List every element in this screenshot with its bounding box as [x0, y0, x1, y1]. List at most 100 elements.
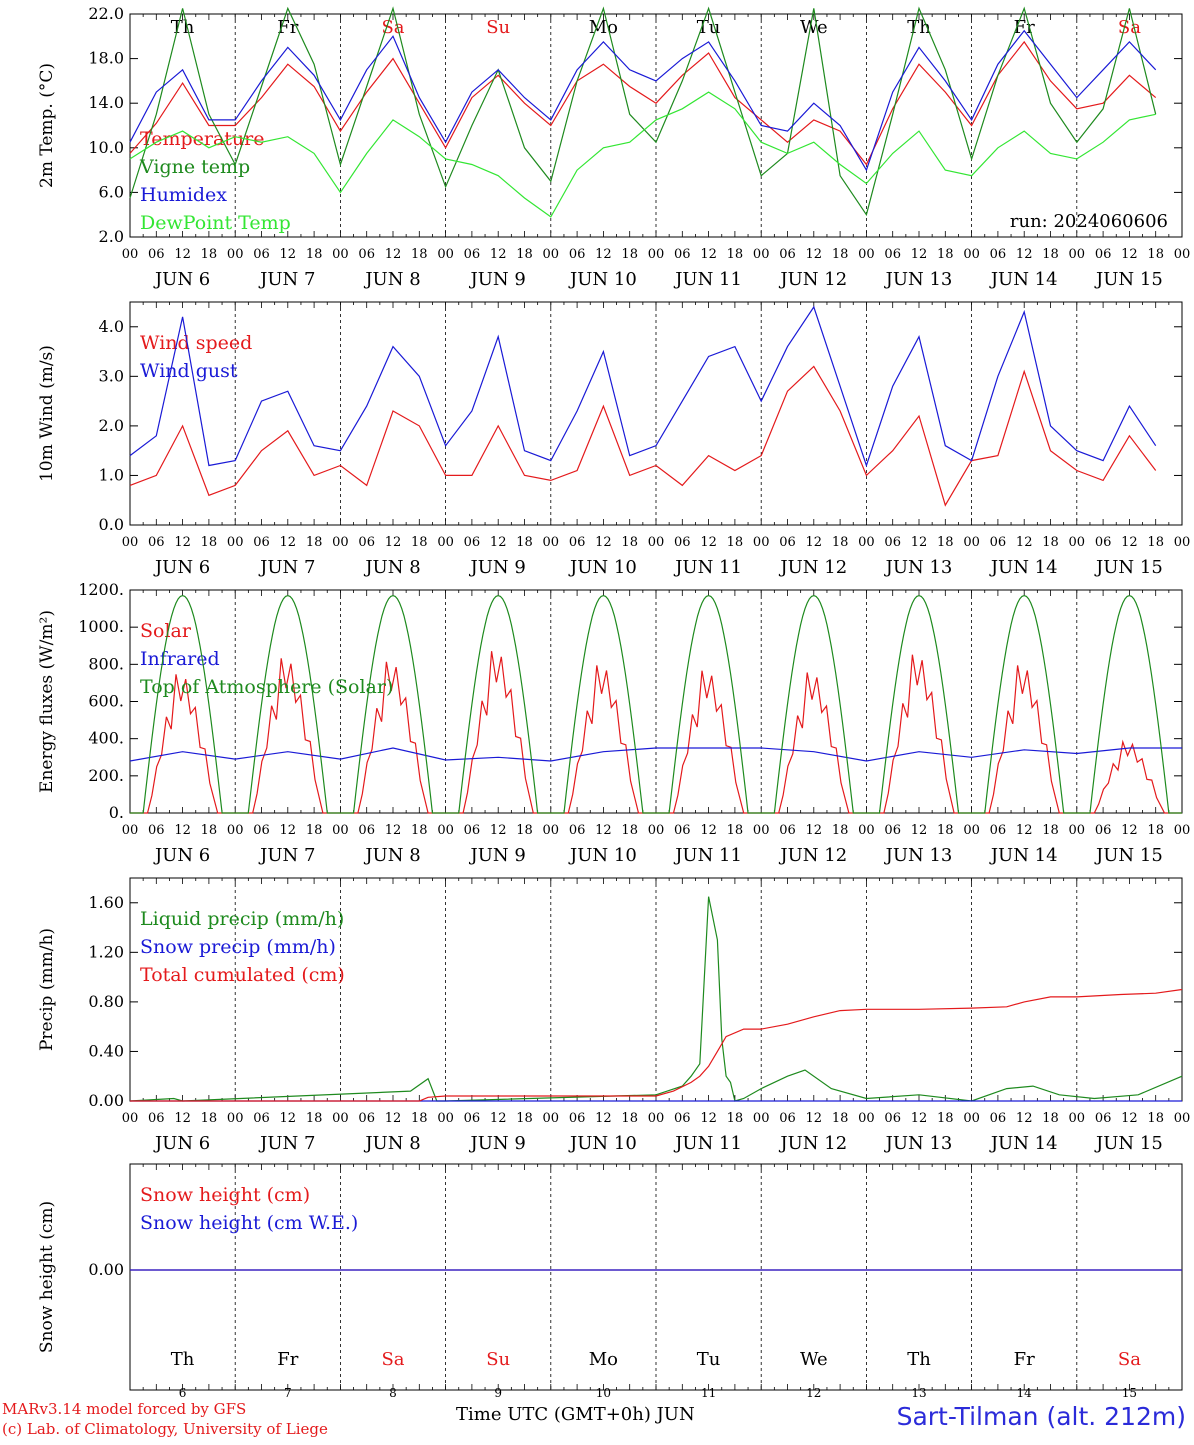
weekday-label: Th	[171, 1349, 195, 1370]
hour-tick-label: 18	[1147, 247, 1164, 262]
weekday-label: Fr	[277, 1349, 298, 1370]
hour-tick-label: 12	[1016, 1111, 1033, 1126]
hour-tick-label: 00	[332, 247, 349, 262]
hour-tick-label: 06	[990, 1111, 1007, 1126]
hour-tick-label: 12	[911, 1111, 928, 1126]
hour-tick-label: 00	[227, 823, 244, 838]
panel-temperature: 2.0 6.0 10.0 14.0 18.0 22.0 2m Temp. (°C) 00 06 1…	[37, 4, 1190, 290]
hour-tick-label: 12	[911, 535, 928, 550]
hour-tick-label: 12	[490, 823, 507, 838]
y-tick-label: 0.00	[88, 1091, 124, 1110]
hour-tick-label: 12	[385, 535, 402, 550]
weekday-label: Sa	[381, 17, 404, 38]
legend-entry: Humidex	[140, 184, 227, 206]
day-number-label: 7	[284, 1386, 292, 1400]
day-label: JUN 12	[778, 845, 847, 866]
day-label: JUN 9	[469, 1133, 526, 1154]
hour-tick-label: 00	[437, 1111, 454, 1126]
hour-tick-label: 06	[990, 823, 1007, 838]
day-label: JUN 11	[673, 269, 742, 290]
hour-tick-label: 06	[779, 247, 796, 262]
hour-tick-label: 06	[884, 1111, 901, 1126]
hour-tick-label: 00	[753, 1111, 770, 1126]
hour-tick-label: 00	[1174, 823, 1191, 838]
hour-tick-label: 00	[437, 823, 454, 838]
hour-tick-label: 18	[306, 823, 323, 838]
day-label: JUN 11	[673, 1133, 742, 1154]
day-label: JUN 12	[778, 1133, 847, 1154]
hour-tick-label: 06	[253, 1111, 270, 1126]
hour-tick-label: 18	[201, 1111, 218, 1126]
hour-tick-label: 18	[832, 823, 849, 838]
y-tick-label: 18.0	[88, 49, 124, 68]
hour-tick-label: 12	[490, 1111, 507, 1126]
hour-tick-label: 18	[411, 535, 428, 550]
hour-tick-label: 06	[148, 1111, 165, 1126]
hour-tick-label: 12	[280, 823, 297, 838]
day-number-label: 13	[911, 1386, 926, 1400]
hour-tick-label: 00	[1174, 247, 1191, 262]
day-label: JUN 10	[568, 1133, 637, 1154]
hour-tick-label: 00	[437, 247, 454, 262]
hour-tick-label: 00	[543, 1111, 560, 1126]
hour-tick-label: 18	[201, 535, 218, 550]
hour-tick-label: 00	[122, 247, 139, 262]
hour-tick-label: 06	[779, 1111, 796, 1126]
hour-tick-label: 18	[727, 1111, 744, 1126]
series-line-wind-gust	[129, 305, 1157, 468]
y-axis-label: Precip (mm/h)	[37, 928, 57, 1051]
hour-tick-label: 06	[358, 1111, 375, 1126]
hour-tick-label: 06	[779, 823, 796, 838]
hour-tick-label: 18	[832, 535, 849, 550]
hour-tick-label: 18	[832, 1111, 849, 1126]
hour-tick-label: 12	[806, 1111, 823, 1126]
hour-tick-label: 12	[595, 247, 612, 262]
day-label: JUN 14	[989, 557, 1058, 578]
day-label: JUN 7	[258, 845, 315, 866]
day-label: JUN 9	[469, 845, 526, 866]
y-tick-label: 0.80	[88, 992, 124, 1011]
legend-entry: Liquid precip (mm/h)	[140, 908, 344, 930]
legend-entry: Snow height (cm W.E.)	[140, 1212, 358, 1234]
panel-wind: 0.0 1.0 2.0 3.0 4.0 10m Wind (m/s) 00 06 12 18 JUN…	[37, 301, 1190, 578]
hour-tick-label: 12	[490, 247, 507, 262]
hour-tick-label: 06	[464, 247, 481, 262]
panel-energy: 0. 200. 400. 600. 800. 1000. 1200. Energy fluxe…	[37, 580, 1190, 866]
hour-tick-label: 00	[753, 823, 770, 838]
hour-tick-label: 12	[806, 823, 823, 838]
day-label: JUN 13	[884, 269, 953, 290]
y-tick-label: 4.0	[99, 317, 124, 336]
hour-tick-label: 18	[516, 247, 533, 262]
hour-tick-label: 00	[1174, 1111, 1191, 1126]
day-label: JUN 8	[363, 1133, 420, 1154]
y-tick-label: 800.	[88, 654, 124, 673]
model-credit: MARv3.14 model forced by GFS	[2, 1400, 247, 1418]
y-axis-label: Snow height (cm)	[37, 1201, 57, 1353]
hour-tick-label: 06	[674, 535, 691, 550]
weekday-label: Sa	[1118, 1349, 1141, 1370]
day-label: JUN 7	[258, 269, 315, 290]
y-tick-label: 0.0	[99, 515, 124, 534]
day-label: JUN 6	[153, 845, 210, 866]
hour-tick-label: 12	[385, 247, 402, 262]
y-tick-label: 0.40	[88, 1041, 124, 1060]
day-number-label: 14	[1017, 1386, 1033, 1400]
hour-tick-label: 00	[963, 1111, 980, 1126]
hour-tick-label: 18	[411, 247, 428, 262]
hour-tick-label: 18	[516, 1111, 533, 1126]
weekday-label: Sa	[1118, 17, 1141, 38]
hour-tick-label: 00	[648, 535, 665, 550]
hour-tick-label: 06	[674, 1111, 691, 1126]
hour-tick-label: 18	[516, 823, 533, 838]
hour-tick-label: 06	[1095, 823, 1112, 838]
day-label: JUN 10	[568, 845, 637, 866]
y-tick-label: 3.0	[99, 366, 124, 385]
hour-tick-label: 12	[700, 535, 717, 550]
weekday-label: Th	[171, 17, 195, 38]
series-line-vigne-temp	[129, 6, 1157, 217]
hour-tick-label: 00	[543, 247, 560, 262]
hour-tick-label: 06	[1095, 535, 1112, 550]
time-axis-title: Time UTC (GMT+0h) JUN	[456, 1404, 695, 1425]
weekday-label: Mo	[589, 1349, 618, 1370]
